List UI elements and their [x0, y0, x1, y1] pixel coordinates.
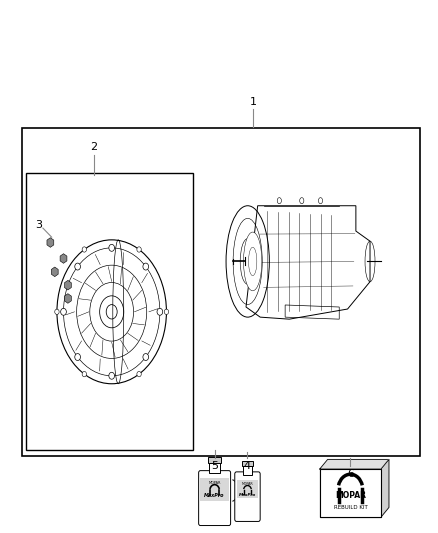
Text: MOPAR: MOPAR: [208, 481, 221, 486]
Text: MOPAR: MOPAR: [242, 482, 253, 486]
Ellipse shape: [82, 372, 86, 377]
Text: 6: 6: [347, 469, 354, 479]
Ellipse shape: [137, 372, 141, 377]
Ellipse shape: [109, 373, 114, 379]
Text: 5: 5: [211, 461, 218, 471]
Polygon shape: [51, 267, 58, 277]
Polygon shape: [47, 238, 54, 247]
Text: MOPAR: MOPAR: [335, 491, 366, 500]
Ellipse shape: [82, 247, 87, 252]
Ellipse shape: [75, 353, 81, 360]
Ellipse shape: [157, 308, 163, 315]
Text: 2: 2: [91, 142, 98, 152]
Polygon shape: [320, 459, 389, 469]
Text: 3: 3: [35, 220, 42, 230]
Bar: [209, 463, 220, 473]
Ellipse shape: [164, 309, 169, 314]
FancyBboxPatch shape: [199, 471, 230, 526]
Bar: [26, 173, 193, 450]
Ellipse shape: [75, 263, 81, 270]
Bar: [208, 457, 221, 463]
Polygon shape: [64, 294, 71, 303]
Ellipse shape: [244, 232, 262, 291]
Bar: [320, 469, 381, 517]
Bar: [242, 461, 253, 466]
Ellipse shape: [143, 263, 148, 270]
Polygon shape: [60, 254, 67, 263]
Ellipse shape: [137, 247, 141, 252]
Bar: [237, 480, 258, 498]
Text: MaxPro: MaxPro: [239, 493, 256, 497]
Bar: [320, 469, 381, 517]
Polygon shape: [381, 459, 389, 517]
Ellipse shape: [143, 353, 148, 360]
Ellipse shape: [109, 245, 114, 252]
Polygon shape: [64, 280, 71, 290]
Text: MaxPro: MaxPro: [205, 493, 225, 498]
Text: 4: 4: [244, 461, 251, 471]
Bar: [22, 128, 420, 456]
FancyBboxPatch shape: [235, 472, 260, 521]
Text: REBUILD KIT: REBUILD KIT: [333, 505, 367, 510]
Text: 1: 1: [250, 96, 257, 107]
Bar: [243, 466, 252, 475]
Ellipse shape: [55, 309, 59, 314]
Ellipse shape: [60, 308, 67, 315]
Bar: [201, 478, 229, 500]
